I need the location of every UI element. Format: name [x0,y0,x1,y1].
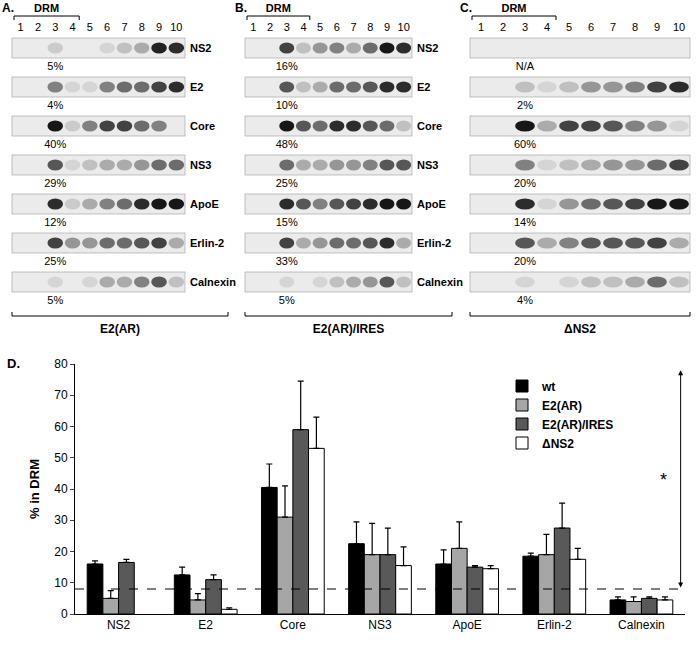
svg-text:4%: 4% [517,294,533,306]
svg-text:NS3: NS3 [190,159,211,171]
svg-text:2: 2 [500,21,506,33]
svg-text:2: 2 [267,21,273,33]
svg-text:14%: 14% [514,216,536,228]
svg-text:1: 1 [250,21,256,33]
svg-text:E2(AR): E2(AR) [542,399,582,413]
svg-text:E2(AR): E2(AR) [100,322,140,336]
svg-text:60%: 60% [514,138,536,150]
svg-text:30: 30 [54,513,68,527]
svg-text:A.: A. [2,1,14,15]
svg-text:40: 40 [54,482,68,496]
svg-text:Core: Core [280,618,306,632]
svg-text:E2(AR)/IRES: E2(AR)/IRES [313,322,384,336]
svg-text:1: 1 [478,21,484,33]
svg-text:16%: 16% [276,60,298,72]
svg-text:8: 8 [632,21,638,33]
svg-text:% in DRM: % in DRM [27,459,42,519]
svg-text:Erlin-2: Erlin-2 [537,618,572,632]
svg-text:15%: 15% [276,216,298,228]
svg-text:48%: 48% [276,138,298,150]
svg-text:3: 3 [52,21,58,33]
svg-text:C.: C. [460,1,472,15]
svg-text:10%: 10% [276,99,298,111]
svg-text:2: 2 [35,21,41,33]
svg-text:5: 5 [317,21,323,33]
svg-text:E2: E2 [417,81,430,93]
svg-text:Erlin-2: Erlin-2 [417,237,451,249]
svg-text:NS3: NS3 [368,618,392,632]
svg-text:9: 9 [654,21,660,33]
svg-text:0: 0 [61,607,68,621]
svg-text:Erlin-2: Erlin-2 [190,237,224,249]
svg-text:ApoE: ApoE [190,198,219,210]
svg-text:4%: 4% [47,99,63,111]
svg-text:3: 3 [284,21,290,33]
svg-text:20: 20 [54,545,68,559]
svg-text:1: 1 [18,21,24,33]
svg-text:25%: 25% [276,177,298,189]
svg-text:10: 10 [673,21,685,33]
svg-text:wt: wt [541,380,555,394]
svg-text:8: 8 [367,21,373,33]
svg-text:E2(AR)/IRES: E2(AR)/IRES [542,418,613,432]
svg-text:ΔNS2: ΔNS2 [542,437,574,451]
svg-text:9: 9 [156,21,162,33]
svg-text:NS2: NS2 [107,618,131,632]
svg-text:70: 70 [54,388,68,402]
svg-text:29%: 29% [44,177,66,189]
svg-text:5%: 5% [279,294,295,306]
svg-text:10: 10 [54,576,68,590]
svg-text:NS3: NS3 [417,159,438,171]
svg-text:Calnexin: Calnexin [417,276,463,288]
svg-text:D.: D. [7,356,20,371]
svg-text:40%: 40% [44,138,66,150]
svg-text:E2: E2 [190,81,203,93]
svg-text:ΔNS2: ΔNS2 [564,322,596,336]
svg-text:7: 7 [610,21,616,33]
svg-text:B.: B. [235,1,247,15]
svg-text:4: 4 [300,21,306,33]
svg-text:ApoE: ApoE [417,198,446,210]
svg-text:7: 7 [350,21,356,33]
svg-text:6: 6 [588,21,594,33]
svg-text:2%: 2% [517,99,533,111]
svg-text:20%: 20% [514,255,536,267]
svg-text:8: 8 [139,21,145,33]
svg-text:4: 4 [69,21,75,33]
svg-text:5%: 5% [47,60,63,72]
svg-text:7: 7 [121,21,127,33]
svg-text:Calnexin: Calnexin [618,618,665,632]
svg-text:5: 5 [566,21,572,33]
svg-text:12%: 12% [44,216,66,228]
svg-text:25%: 25% [44,255,66,267]
svg-text:80: 80 [54,357,68,371]
svg-text:DRM: DRM [34,2,59,14]
svg-text:NS2: NS2 [190,42,211,54]
svg-text:60: 60 [54,420,68,434]
svg-text:Calnexin: Calnexin [190,276,236,288]
svg-text:ApoE: ApoE [452,618,481,632]
svg-text:DRM: DRM [501,2,526,14]
svg-text:3: 3 [522,21,528,33]
svg-text:Core: Core [190,120,215,132]
svg-text:6: 6 [104,21,110,33]
svg-text:20%: 20% [514,177,536,189]
svg-text:4: 4 [544,21,550,33]
svg-text:Core: Core [417,120,442,132]
svg-text:33%: 33% [276,255,298,267]
svg-text:6: 6 [334,21,340,33]
svg-text:5%: 5% [47,294,63,306]
svg-text:50: 50 [54,451,68,465]
svg-text:10: 10 [398,21,410,33]
svg-text:DRM: DRM [266,2,291,14]
svg-text:9: 9 [384,21,390,33]
svg-text:E2: E2 [198,618,213,632]
svg-text:NS2: NS2 [417,42,438,54]
svg-text:N/A: N/A [516,60,535,72]
svg-text:*: * [660,470,667,490]
svg-text:5: 5 [87,21,93,33]
svg-text:10: 10 [170,21,182,33]
